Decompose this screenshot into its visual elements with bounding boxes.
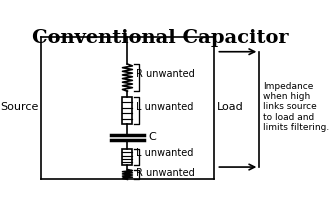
- Text: R unwanted: R unwanted: [136, 69, 194, 79]
- Text: Impedance
when high
links source
to load and
limits filtering.: Impedance when high links source to load…: [263, 82, 330, 132]
- FancyBboxPatch shape: [122, 97, 132, 124]
- FancyBboxPatch shape: [122, 149, 132, 166]
- Text: Load: Load: [216, 102, 243, 112]
- Text: L unwanted: L unwanted: [136, 148, 193, 158]
- Text: L unwanted: L unwanted: [136, 102, 193, 111]
- Text: Source: Source: [0, 102, 38, 112]
- Text: R unwanted: R unwanted: [136, 168, 194, 178]
- Text: Conventional Capacitor: Conventional Capacitor: [32, 29, 289, 47]
- Text: C: C: [148, 132, 156, 142]
